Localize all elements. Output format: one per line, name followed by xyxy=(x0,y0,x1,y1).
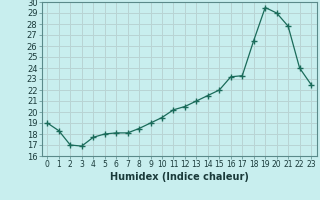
X-axis label: Humidex (Indice chaleur): Humidex (Indice chaleur) xyxy=(110,172,249,182)
